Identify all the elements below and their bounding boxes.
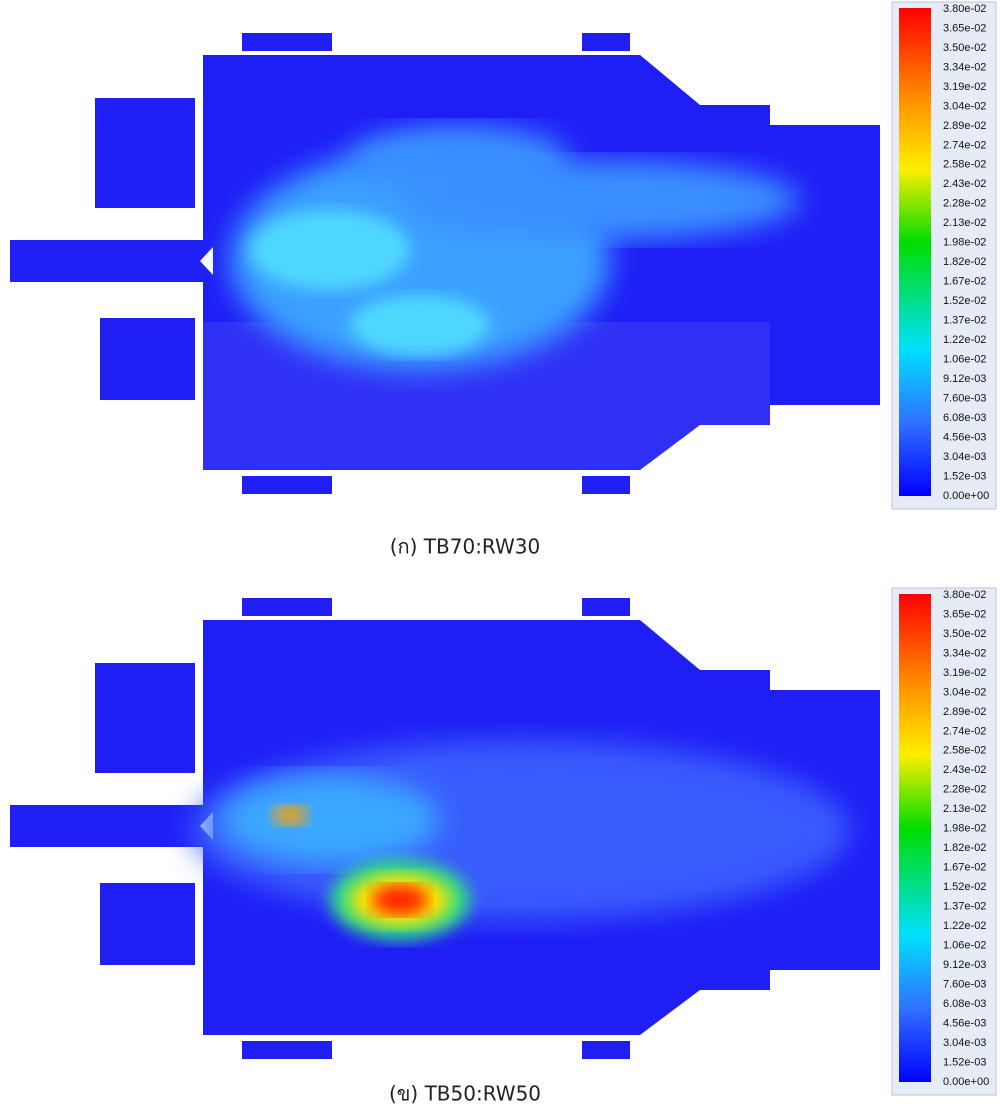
- colorbar-label: 3.04e-02: [943, 100, 986, 112]
- colorbar-label: 3.19e-02: [943, 81, 986, 93]
- colorbar-label: 3.04e-03: [943, 1037, 986, 1049]
- plume: [350, 125, 570, 195]
- colorbar-label: 2.13e-02: [943, 803, 986, 815]
- colorbar-label: 9.12e-03: [943, 373, 986, 385]
- colorbar-label: 1.37e-02: [943, 315, 986, 327]
- colorbar-label: 2.43e-02: [943, 764, 986, 776]
- top-strip: [582, 33, 630, 51]
- colorbar-label: 2.28e-02: [943, 784, 986, 796]
- colorbar-label: 2.28e-02: [943, 198, 986, 210]
- nozzle-tip: [200, 247, 213, 275]
- colorbar-label: 1.52e-02: [943, 295, 986, 307]
- caption: (ก) TB70:RW30: [390, 535, 541, 559]
- plume-core: [250, 210, 410, 290]
- colorbar-label: 1.82e-02: [943, 256, 986, 268]
- colorbar-label: 2.89e-02: [943, 120, 986, 132]
- plume: [220, 775, 440, 865]
- hot-spot: [272, 805, 308, 825]
- colorbar-label: 1.22e-02: [943, 334, 986, 346]
- colorbar-label: 9.12e-03: [943, 959, 986, 971]
- colorbar-label: 6.08e-03: [943, 998, 986, 1010]
- colorbar-label: 4.56e-03: [943, 431, 986, 443]
- colorbar-label: 2.89e-02: [943, 706, 986, 718]
- colorbar-label: 2.58e-02: [943, 745, 986, 757]
- plume-core: [350, 295, 490, 355]
- colorbar-label: 1.52e-03: [943, 470, 986, 482]
- colorbar-label: 7.60e-03: [943, 393, 986, 405]
- colorbar-label: 4.56e-03: [943, 1017, 986, 1029]
- top-strip: [242, 598, 332, 616]
- colorbar-label: 0.00e+00: [943, 490, 989, 502]
- bottom-strip: [582, 1041, 630, 1059]
- colorbar-label: 1.67e-02: [943, 862, 986, 874]
- colorbar-label: 3.65e-02: [943, 608, 986, 620]
- bottom-strip: [582, 476, 630, 494]
- contour-plot: 3.80e-02 3.65e-02 3.50e-02 3.34e-02 3.19e-02…: [10, 1, 997, 559]
- top-strip: [582, 598, 630, 616]
- colorbar-label: 3.50e-02: [943, 42, 986, 54]
- colorbar-label: 3.50e-02: [943, 628, 986, 640]
- contour-plot: 3.80e-02 3.65e-02 3.50e-02 3.34e-02 3.19e-02…: [10, 587, 997, 1106]
- colorbar-label: 1.82e-02: [943, 842, 986, 854]
- colorbar-label: 1.52e-02: [943, 881, 986, 893]
- top-strip: [242, 33, 332, 51]
- colorbar-label: 2.74e-02: [943, 725, 986, 737]
- colorbar-label: 6.08e-03: [943, 412, 986, 424]
- colorbar-label: 3.34e-02: [943, 61, 986, 73]
- colorbar-label: 1.98e-02: [943, 237, 986, 249]
- colorbar-label: 3.04e-03: [943, 451, 986, 463]
- colorbar-label: 1.06e-02: [943, 940, 986, 952]
- colorbar-label: 3.80e-02: [943, 589, 986, 601]
- inlet: [10, 240, 205, 282]
- side-block: [100, 318, 195, 400]
- side-block: [100, 883, 195, 965]
- colorbar-label: 3.65e-02: [943, 22, 986, 34]
- colorbar-label: 3.04e-02: [943, 686, 986, 698]
- side-block: [95, 663, 195, 773]
- colorbar: [899, 8, 931, 496]
- colorbar: [899, 594, 931, 1082]
- colorbar-label: 2.43e-02: [943, 178, 986, 190]
- hot-core: [372, 885, 428, 915]
- colorbar-label: 1.67e-02: [943, 276, 986, 288]
- colorbar-label: 1.22e-02: [943, 920, 986, 932]
- side-block: [95, 98, 195, 208]
- colorbar-label: 2.58e-02: [943, 159, 986, 171]
- bottom-strip: [242, 1041, 332, 1059]
- caption: (ข) TB50:RW50: [389, 1082, 541, 1106]
- colorbar-label: 1.37e-02: [943, 901, 986, 913]
- inlet: [10, 805, 205, 847]
- colorbar-label: 1.98e-02: [943, 823, 986, 835]
- colorbar-label: 2.74e-02: [943, 139, 986, 151]
- colorbar-label: 3.19e-02: [943, 667, 986, 679]
- colorbar-label: 3.80e-02: [943, 3, 986, 15]
- bottom-strip: [242, 476, 332, 494]
- colorbar-label: 0.00e+00: [943, 1076, 989, 1088]
- colorbar-label: 1.06e-02: [943, 354, 986, 366]
- colorbar-label: 1.52e-03: [943, 1056, 986, 1068]
- colorbar-label: 2.13e-02: [943, 217, 986, 229]
- colorbar-label: 3.34e-02: [943, 647, 986, 659]
- colorbar-label: 7.60e-03: [943, 979, 986, 991]
